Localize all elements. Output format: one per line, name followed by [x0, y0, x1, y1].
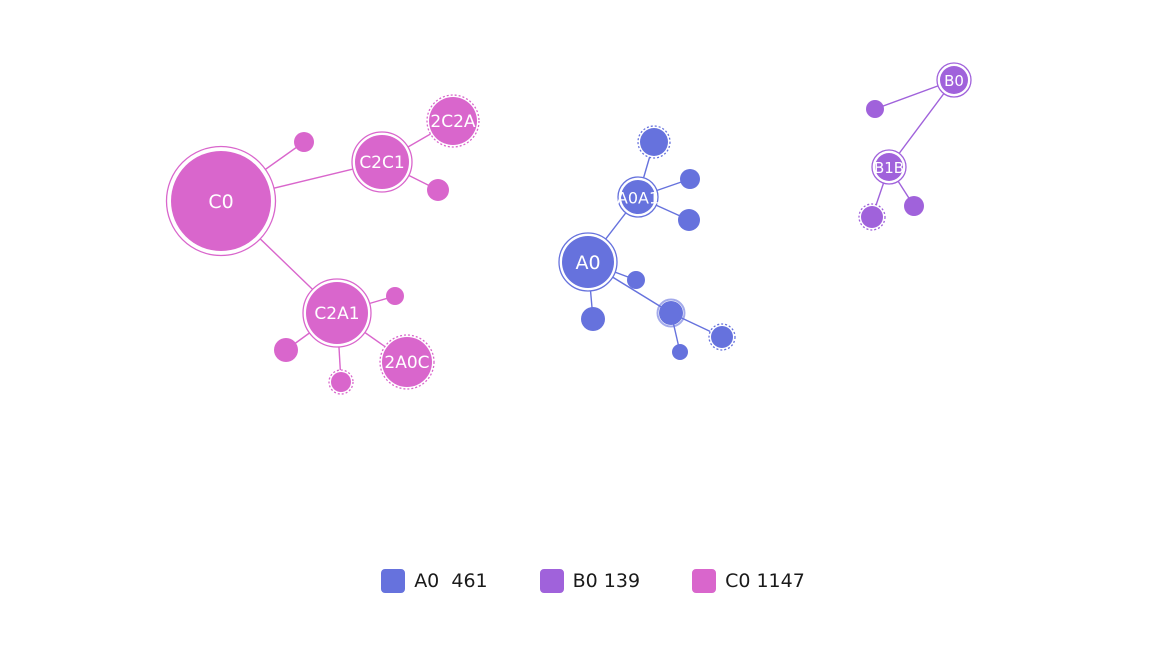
- node-c-leaf5[interactable]: [328, 369, 354, 395]
- legend-swatch-a0: [381, 569, 406, 593]
- node-2c2a[interactable]: 2C2A: [426, 94, 480, 148]
- node-label-b0: B0: [944, 72, 964, 90]
- node-c-leaf2[interactable]: [427, 179, 449, 201]
- node-c-leaf1[interactable]: [294, 132, 314, 152]
- node-b0[interactable]: B0: [936, 62, 972, 98]
- legend-item-b0[interactable]: B0 139: [530, 569, 640, 593]
- node-a-leaf3[interactable]: [678, 209, 700, 231]
- node-a-leaf7[interactable]: [672, 344, 688, 360]
- node-a-mid[interactable]: [656, 298, 686, 328]
- legend-item-c0[interactable]: C0 1147: [682, 569, 805, 593]
- legend-swatch-c0: [692, 569, 717, 593]
- node-c-leaf3[interactable]: [386, 287, 404, 305]
- node-b-leaf3[interactable]: [858, 203, 886, 231]
- nodes-layer: C0 C2C1 2C2A C2A1 2A0C A0 A0A1 B0 B1B: [165, 62, 972, 395]
- node-c2a1[interactable]: C2A1: [302, 278, 372, 348]
- legend-label-c0: C0 1147: [725, 570, 805, 592]
- node-a-leaf5[interactable]: [581, 307, 605, 331]
- node-b-leaf2[interactable]: [904, 196, 924, 216]
- node-a-leaf6[interactable]: [708, 323, 736, 351]
- node-label-2a0c: 2A0C: [384, 353, 429, 373]
- node-a-leaf4[interactable]: [627, 271, 645, 289]
- legend: A0 461 B0 139 C0 1147: [0, 569, 1176, 593]
- node-a0a1[interactable]: A0A1: [617, 176, 659, 218]
- legend-label-b0: B0 139: [572, 570, 641, 592]
- node-label-c2c1: C2C1: [359, 153, 404, 173]
- node-a0[interactable]: A0: [558, 232, 618, 292]
- node-label-b1b: B1B: [874, 159, 904, 177]
- node-label-2c2a: 2C2A: [430, 112, 476, 132]
- node-a-leaf1[interactable]: [637, 125, 671, 159]
- node-label-c0: C0: [208, 191, 233, 213]
- node-b-leaf1[interactable]: [866, 100, 884, 118]
- node-c0[interactable]: C0: [165, 145, 277, 257]
- node-label-a0: A0: [575, 252, 600, 274]
- legend-swatch-b0: [539, 569, 564, 593]
- legend-item-a0[interactable]: A0 461: [371, 569, 488, 593]
- legend-label-a0: A0 461: [414, 570, 488, 592]
- node-b1b[interactable]: B1B: [871, 149, 907, 185]
- node-a-leaf2[interactable]: [680, 169, 700, 189]
- edge-b0-b1b: [888, 79, 955, 168]
- node-label-a0a1: A0A1: [617, 189, 659, 208]
- node-label-c2a1: C2A1: [314, 304, 359, 324]
- node-c2c1[interactable]: C2C1: [351, 131, 413, 193]
- node-2a0c[interactable]: 2A0C: [379, 334, 435, 390]
- node-c-leaf4[interactable]: [274, 338, 298, 362]
